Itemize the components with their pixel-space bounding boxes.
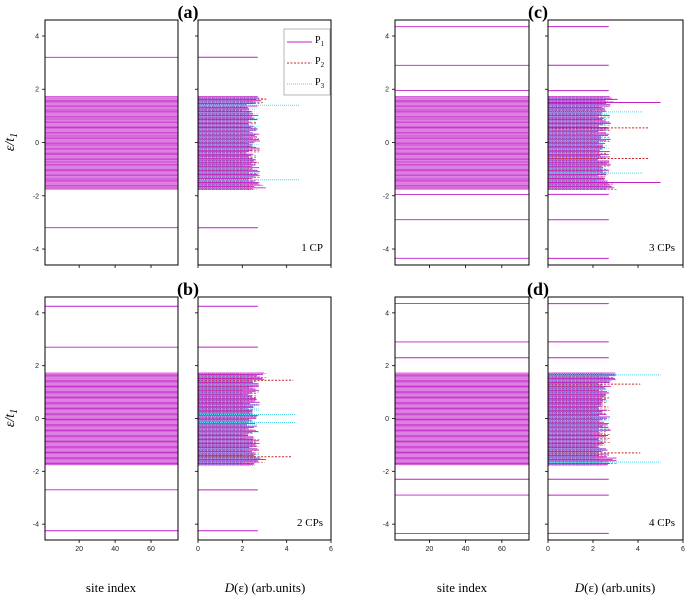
dos-x-tick-label: 0 (196, 546, 200, 553)
y-tick-label: -2 (33, 193, 39, 200)
y-tick-label: -4 (383, 247, 389, 254)
dos-x-tick-label: 4 (285, 546, 289, 553)
y-tick-label: 0 (385, 140, 389, 147)
x-tick-label: 20 (426, 546, 434, 553)
y-tick-label: -2 (383, 469, 389, 476)
site-plot-b: -4 -2 0 2 4 20 40 60 (33, 296, 179, 553)
y-tick-label: 4 (35, 310, 39, 317)
dos-plot-c: 3 CPs (545, 19, 684, 268)
y-tick-label: 4 (385, 33, 389, 40)
x-tick-label: 40 (462, 546, 470, 553)
legend-entry-sub: 3 (321, 82, 325, 90)
site-plot-c: -4 -2 0 2 4 (383, 19, 530, 268)
dos-x-tick-label: 4 (636, 546, 640, 553)
dos-label-rest: (ε) (arb.units) (234, 580, 305, 595)
x-tick-label: 20 (75, 546, 83, 553)
x-tick-label: 60 (498, 546, 506, 553)
y-tick-label: 2 (35, 363, 39, 370)
legend: P1 P2 P3 (283, 28, 331, 96)
x-axis-label-site-left: site index (86, 580, 137, 595)
dos-x-tick-label: 6 (329, 546, 333, 553)
panel-label-d: (d) (527, 279, 549, 300)
panel-b: (b) -4 -2 0 2 4 20 40 60 0 2 4 6 2 CPs (33, 279, 333, 553)
panel-c: (c) -4 -2 0 2 4 3 CPs (383, 2, 684, 268)
panel-label-c: (c) (528, 2, 548, 23)
y-tick-label: 2 (385, 87, 389, 94)
dos-label-rest: (ε) (arb.units) (584, 580, 655, 595)
x-tick-label: 60 (147, 546, 155, 553)
dos-label-italic: D (224, 580, 235, 595)
y-axis-label-sub: 1 (9, 409, 20, 414)
dos-plot-d: 0 2 4 6 4 CPs (545, 296, 685, 553)
panel-annotation-a: 1 CP (301, 242, 323, 254)
y-tick-label: -2 (33, 469, 39, 476)
panel-d: (d) -4 -2 0 2 4 20 40 60 0 2 4 6 4 CPs (383, 279, 685, 553)
panel-a: (a) -4 -2 0 2 4 1 CP P1 P2 P3 (33, 2, 332, 268)
y-tick-label: 0 (35, 140, 39, 147)
legend-entry-sub: 1 (321, 40, 325, 48)
dos-plot-a: 1 CP P1 P2 P3 (195, 19, 332, 268)
y-tick-label: -4 (33, 247, 39, 254)
dos-x-tick-label: 0 (546, 546, 550, 553)
y-tick-label: -2 (383, 193, 389, 200)
y-tick-label: -4 (33, 522, 39, 529)
dos-x-tick-label: 6 (681, 546, 685, 553)
y-tick-label: -4 (383, 522, 389, 529)
y-tick-label: 0 (385, 416, 389, 423)
legend-entry-sub: 2 (321, 61, 325, 69)
dos-x-tick-label: 2 (240, 546, 244, 553)
dos-plot-b: 0 2 4 6 2 CPs (195, 296, 333, 553)
panel-annotation-b: 2 CPs (297, 517, 323, 529)
panel-label-b: (b) (177, 279, 199, 300)
legend-entry: P1 (315, 35, 325, 48)
x-axis-label-site-right: site index (437, 580, 488, 595)
y-axis-label-top: ε/t1 (3, 133, 20, 151)
x-tick-label: 40 (111, 546, 119, 553)
site-plot-a: -4 -2 0 2 4 (33, 19, 179, 268)
x-axis-label-dos-left: D(ε) (arb.units) (224, 580, 306, 595)
y-tick-label: 4 (385, 310, 389, 317)
y-tick-label: 2 (385, 363, 389, 370)
site-plot-d: -4 -2 0 2 4 20 40 60 (383, 296, 530, 553)
y-tick-label: 0 (35, 416, 39, 423)
y-axis-label-bottom: ε/t1 (3, 409, 20, 427)
y-tick-label: 4 (35, 33, 39, 40)
legend-entry: P3 (315, 77, 325, 90)
y-axis-label-sub: 1 (9, 133, 20, 138)
y-tick-label: 2 (35, 87, 39, 94)
dos-x-tick-label: 2 (591, 546, 595, 553)
legend-entry: P2 (315, 56, 325, 69)
dos-label-italic: D (574, 580, 585, 595)
panel-annotation-d: 4 CPs (649, 517, 675, 529)
x-axis-label-dos-right: D(ε) (arb.units) (574, 580, 656, 595)
panel-annotation-c: 3 CPs (649, 242, 675, 254)
panel-label-a: (a) (178, 2, 199, 23)
